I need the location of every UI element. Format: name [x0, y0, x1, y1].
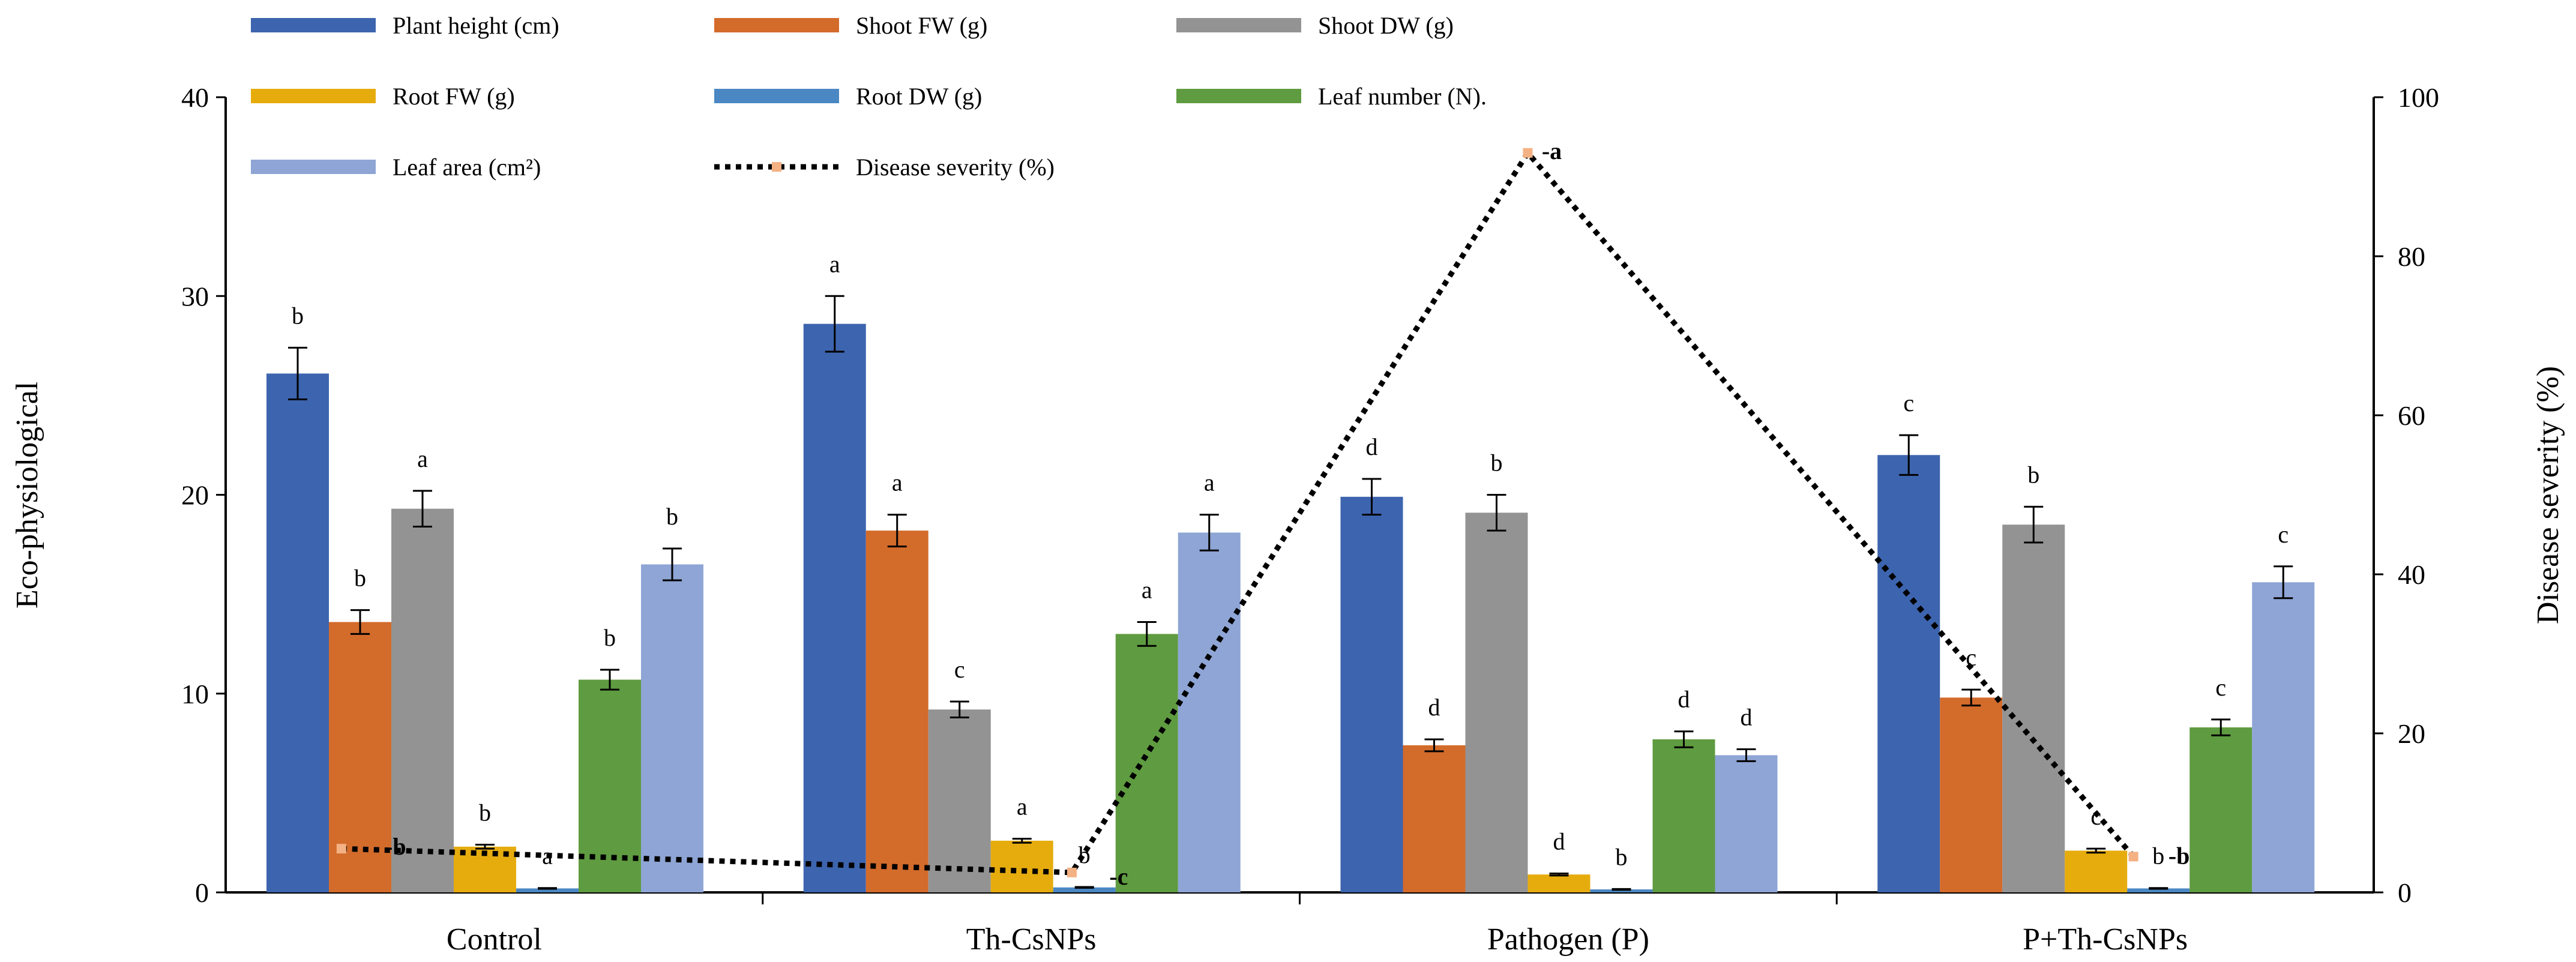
bar — [391, 508, 454, 892]
disease-severity-point — [1523, 148, 1533, 158]
legend-swatch — [251, 89, 376, 103]
y-tick-label: 40 — [181, 82, 209, 113]
legend: Plant height (cm) Shoot FW (g) Shoot DW (g… — [251, 12, 1487, 181]
y-tick-label: 0 — [195, 877, 209, 908]
bar — [2002, 525, 2065, 892]
bar — [1465, 513, 1528, 892]
significance-label: d — [1366, 433, 1378, 460]
bar — [1178, 532, 1241, 892]
legend-swatch — [1176, 89, 1301, 103]
significance-label: a — [1142, 577, 1152, 604]
legend-swatch — [251, 18, 376, 32]
legend-label: Shoot DW (g) — [1318, 12, 1454, 39]
disease-severity-label: -a — [1542, 137, 1562, 164]
x-category-label: Th-CsNPs — [966, 922, 1097, 957]
bar — [1940, 697, 2003, 892]
significance-label: c — [954, 656, 965, 683]
significance-label: b — [479, 799, 491, 826]
bar — [1652, 739, 1715, 892]
disease-severity-layer: -b -c -a -b — [336, 137, 2190, 890]
y-tick-label: 10 — [181, 679, 209, 709]
legend-label: Disease severity (%) — [856, 154, 1055, 181]
bar — [1527, 874, 1590, 892]
significance-label: b — [1491, 449, 1503, 476]
significance-label: b — [666, 503, 678, 530]
significance-label: b — [1616, 843, 1628, 870]
disease-severity-point — [1067, 867, 1077, 877]
legend-swatch-marker — [772, 162, 781, 172]
x-category-label: Control — [447, 922, 542, 957]
bar — [2065, 850, 2128, 892]
bar — [1590, 889, 1653, 892]
legend-swatch — [251, 160, 376, 174]
significance-label: d — [1553, 828, 1565, 855]
disease-severity-point — [336, 844, 346, 854]
legend-label: Root FW (g) — [393, 83, 515, 110]
disease-severity-point — [2128, 852, 2138, 862]
legend-swatch — [1176, 18, 1301, 32]
bar — [641, 564, 703, 892]
significance-label: b — [292, 302, 304, 329]
significance-label: b — [2027, 461, 2039, 488]
significance-label: d — [1678, 686, 1690, 713]
bar — [1115, 634, 1178, 892]
y2-axis-title: Disease severity (%) — [2531, 366, 2565, 624]
bar — [579, 679, 641, 892]
bar — [1053, 887, 1116, 892]
significance-label: a — [892, 469, 903, 496]
legend-label: Plant height (cm) — [393, 12, 559, 39]
bar — [2252, 582, 2315, 892]
legend-label: Root DW (g) — [856, 83, 982, 110]
bar — [1715, 755, 1778, 892]
bar — [928, 709, 991, 892]
significance-label: b — [604, 624, 616, 651]
bar — [1877, 455, 1940, 892]
y2-tick-label: 100 — [2398, 82, 2439, 113]
y2-tick-label: 80 — [2398, 241, 2425, 272]
x-category-label: P+Th-CsNPs — [2023, 922, 2188, 957]
significance-label: c — [2215, 674, 2226, 701]
significance-label: b — [354, 565, 366, 592]
significance-label: a — [1017, 793, 1028, 820]
y2-tick-label: 0 — [2398, 877, 2412, 908]
bar — [266, 373, 329, 892]
significance-label: d — [1428, 694, 1440, 721]
y-tick-label: 20 — [181, 480, 209, 511]
bar — [2127, 888, 2190, 892]
disease-severity-label: -b — [385, 833, 406, 860]
legend-label: Leaf area (cm²) — [393, 154, 541, 181]
significance-label: c — [2278, 521, 2289, 548]
bar — [1340, 496, 1403, 892]
legend-swatch — [714, 89, 839, 103]
y-tick-label: 30 — [181, 281, 209, 311]
x-category-label: Pathogen (P) — [1487, 922, 1649, 957]
significance-label: a — [829, 250, 840, 277]
bar — [1403, 745, 1466, 892]
significance-label: b — [2152, 843, 2164, 870]
bar — [2189, 727, 2252, 892]
bar — [990, 840, 1053, 892]
y-axis-title: Eco-physiological — [10, 382, 44, 609]
y2-tick-label: 40 — [2398, 559, 2425, 590]
bar — [865, 531, 928, 892]
y2-tick-label: 60 — [2398, 400, 2425, 431]
y2-tick-label: 20 — [2398, 718, 2425, 749]
legend-label: Leaf number (N). — [1318, 83, 1487, 110]
legend-swatch — [714, 18, 839, 32]
bar — [803, 323, 866, 892]
legend-label: Shoot FW (g) — [856, 12, 987, 39]
significance-label: d — [1741, 704, 1753, 731]
significance-label: a — [1204, 469, 1215, 496]
significance-label: a — [417, 445, 428, 472]
significance-label: c — [1903, 389, 1914, 416]
bar — [516, 888, 579, 892]
disease-severity-line — [341, 148, 2136, 876]
disease-severity-label: -c — [1109, 863, 1128, 890]
disease-severity-label: -b — [2168, 842, 2190, 869]
